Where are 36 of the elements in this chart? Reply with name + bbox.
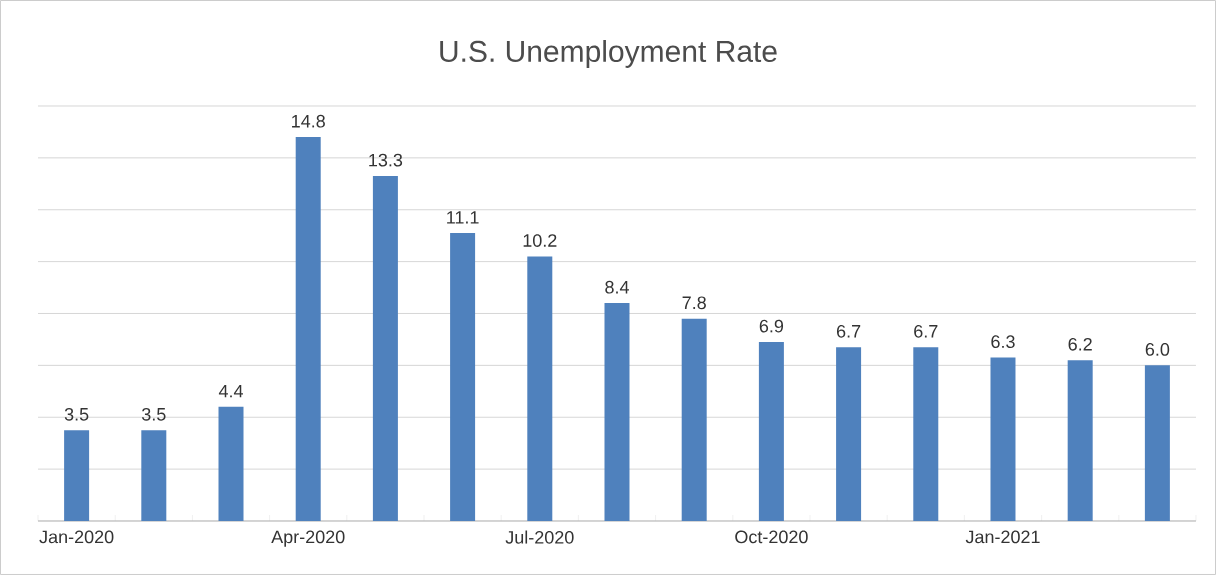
bar (1067, 360, 1093, 521)
x-tick-label: Jan-2021 (965, 530, 1040, 544)
data-label: 3.5 (64, 407, 89, 421)
data-label: 7.8 (682, 296, 706, 310)
data-label: 10.2 (523, 234, 557, 247)
data-label: 11.1 (447, 211, 479, 224)
bar (913, 347, 939, 521)
bar (990, 357, 1016, 521)
data-label: 6.9 (759, 319, 784, 333)
bar (141, 430, 167, 521)
data-label: 6.7 (914, 324, 938, 338)
bar (527, 256, 553, 521)
chart-title: U.S. Unemployment Rate (440, 40, 777, 68)
x-tick-label: Jan-2020 (39, 530, 114, 544)
data-label: 14.8 (292, 114, 325, 128)
data-label: 6.2 (1068, 337, 1092, 351)
bar (372, 176, 398, 521)
bar (836, 347, 862, 521)
bar (681, 318, 707, 521)
data-label: 13.3 (369, 153, 403, 167)
data-label: 6.0 (1145, 343, 1170, 356)
x-tick-label: Apr-2020 (271, 530, 345, 547)
data-label: 6.3 (991, 335, 1015, 349)
data-label: 8.4 (605, 280, 629, 294)
bar (758, 342, 784, 521)
bar (1144, 365, 1170, 521)
data-label: 6.7 (836, 324, 861, 338)
data-label: 4.4 (218, 384, 243, 398)
data-label: 3.5 (141, 407, 166, 421)
bar (218, 406, 244, 521)
x-tick-label: Jul-2020 (505, 530, 574, 544)
x-tick-label: Oct-2020 (735, 530, 808, 544)
bar (450, 233, 476, 521)
bar (604, 303, 630, 521)
bar (295, 137, 321, 521)
bar (64, 430, 90, 521)
